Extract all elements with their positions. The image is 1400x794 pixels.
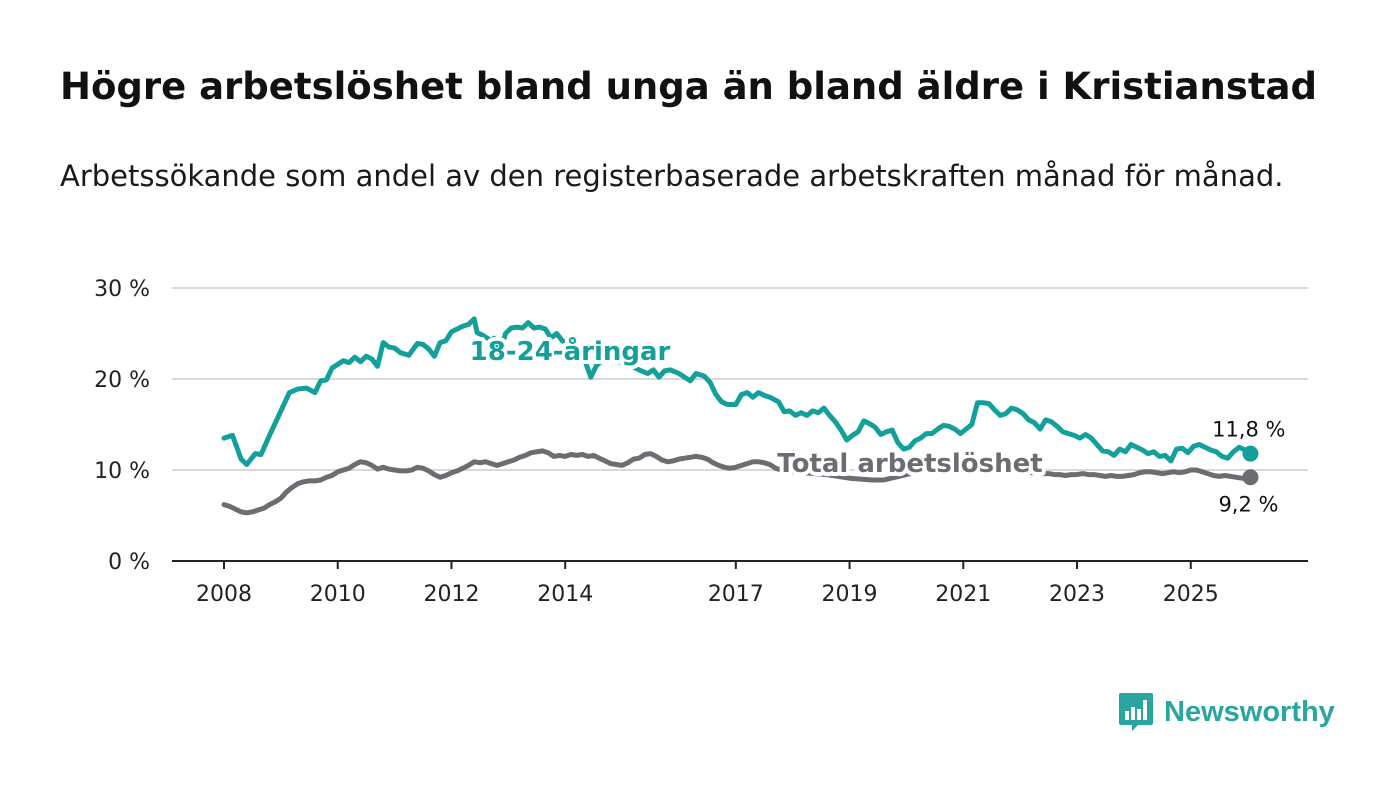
axes: 0 % 10 % 20 % 30 % 2008 2010 2012 2014 2017 2019 2… (94, 277, 1308, 607)
y-tick-label: 20 % (94, 368, 150, 393)
x-tick-label: 2023 (1049, 582, 1105, 607)
x-tick-label: 2014 (537, 582, 593, 607)
chart-subtitle: Arbetssökande som andel av den registerb… (60, 159, 1284, 193)
x-tick-label: 2008 (196, 582, 252, 607)
end-point-total (1242, 469, 1259, 486)
x-tick-label: 2025 (1163, 582, 1219, 607)
y-tick-label: 10 % (94, 459, 150, 484)
end-value-total: 9,2 % (1218, 492, 1278, 516)
series-line-youth (221, 316, 1253, 467)
end-value-youth: 11,8 % (1212, 418, 1285, 442)
y-tick-label: 30 % (94, 277, 150, 302)
x-tick-label: 2017 (708, 582, 764, 607)
gridlines (172, 287, 1308, 471)
series-label-total: Total arbetslöshet (777, 449, 1042, 479)
series-label-youth: 18-24-åringar (470, 335, 671, 367)
series-lines (221, 316, 1259, 516)
x-tick-label: 2021 (935, 582, 991, 607)
x-tick-label: 2012 (423, 582, 479, 607)
x-tick-label: 2010 (310, 582, 366, 607)
series-labels: 18-24-åringar Total arbetslöshet 11,8 % 9,2… (466, 331, 1286, 516)
x-tick-label: 2019 (822, 582, 878, 607)
newsworthy-logo-icon (1119, 693, 1153, 731)
chart-title: Högre arbetslöshet bland unga än bland ä… (60, 65, 1318, 108)
brand-name: Newsworthy (1164, 695, 1335, 728)
series-line-total (221, 448, 1253, 516)
y-tick-label: 0 % (108, 550, 150, 575)
newsworthy-logo: Newsworthy (1118, 690, 1335, 734)
end-point-youth (1242, 445, 1259, 462)
